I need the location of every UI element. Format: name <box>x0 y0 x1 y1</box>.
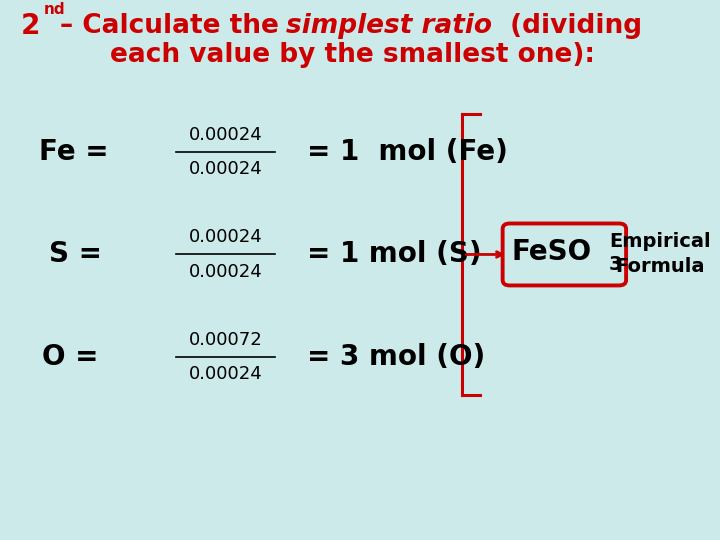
Text: Fe =: Fe = <box>39 138 109 166</box>
Text: 3: 3 <box>609 255 623 274</box>
Text: simplest ratio: simplest ratio <box>286 12 492 38</box>
FancyBboxPatch shape <box>503 224 626 286</box>
Text: 2: 2 <box>21 11 40 39</box>
Text: nd: nd <box>44 2 66 17</box>
Text: (dividing: (dividing <box>501 12 642 38</box>
Text: each value by the smallest one):: each value by the smallest one): <box>110 42 595 68</box>
Text: Empirical
Formula: Empirical Formula <box>609 232 711 276</box>
Text: – Calculate the: – Calculate the <box>60 12 288 38</box>
Text: S =: S = <box>50 240 102 268</box>
Text: O =: O = <box>42 343 99 371</box>
Text: 0.00024: 0.00024 <box>189 160 263 178</box>
Text: = 1 mol (S): = 1 mol (S) <box>307 240 482 268</box>
Text: 0.00024: 0.00024 <box>189 365 263 383</box>
Text: 0.00072: 0.00072 <box>189 330 263 349</box>
Text: FeSO: FeSO <box>512 238 592 266</box>
Text: 0.00024: 0.00024 <box>189 126 263 144</box>
Text: = 3 mol (O): = 3 mol (O) <box>307 343 485 371</box>
Text: 0.00024: 0.00024 <box>189 262 263 281</box>
Text: = 1  mol (Fe): = 1 mol (Fe) <box>307 138 508 166</box>
Text: 0.00024: 0.00024 <box>189 228 263 246</box>
